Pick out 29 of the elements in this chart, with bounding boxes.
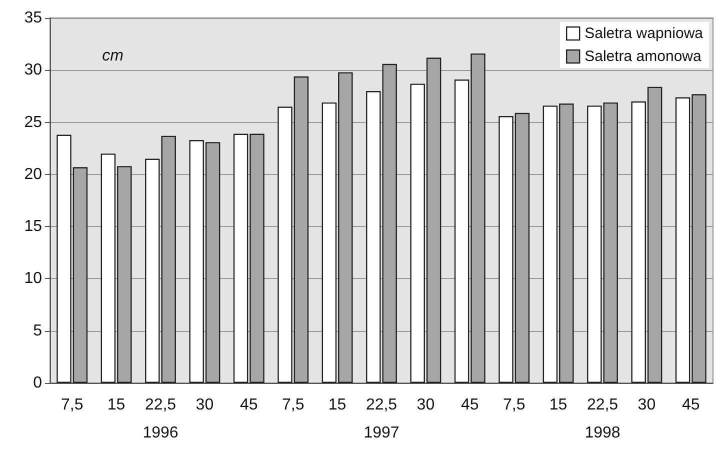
- text: 1997: [364, 424, 400, 442]
- text: 1996: [142, 424, 178, 442]
- x-tick-label: 22,5: [144, 396, 176, 414]
- y-tick-label: 35: [24, 10, 42, 26]
- x-tick-label: 30: [638, 396, 656, 414]
- y-tick-label: 15: [24, 218, 42, 236]
- y-tick-label: 10: [24, 270, 42, 288]
- y-tick-label: 30: [24, 62, 42, 79]
- text: 1998: [584, 424, 620, 442]
- x-tick-label: 15: [107, 396, 126, 414]
- x-tick-label: 22,5: [366, 396, 398, 414]
- x-tick-label: 7,5: [282, 396, 304, 414]
- y-axis-title: cm: [102, 48, 124, 65]
- x-tick-label: 15: [549, 396, 568, 414]
- x-tick-label: 30: [416, 396, 435, 414]
- y-tick-label: 20: [24, 166, 42, 183]
- legend-label: Saletra amonowa: [584, 48, 702, 65]
- y-tick-label: 5: [33, 322, 42, 340]
- x-tick-label: 45: [240, 396, 258, 414]
- y-tick-label: 0: [33, 374, 42, 392]
- x-tick-label: 7,5: [60, 396, 84, 414]
- x-tick-label: 7,5: [502, 396, 526, 414]
- x-tick-label: 45: [461, 396, 479, 414]
- x-tick-label: 15: [328, 396, 346, 414]
- x-tick-label: 22,5: [586, 396, 618, 414]
- x-tick-label: 30: [196, 396, 214, 414]
- legend-label: Saletra wapniowa: [584, 25, 704, 42]
- y-tick-label: 25: [24, 114, 42, 131]
- x-tick-label: 45: [682, 396, 700, 414]
